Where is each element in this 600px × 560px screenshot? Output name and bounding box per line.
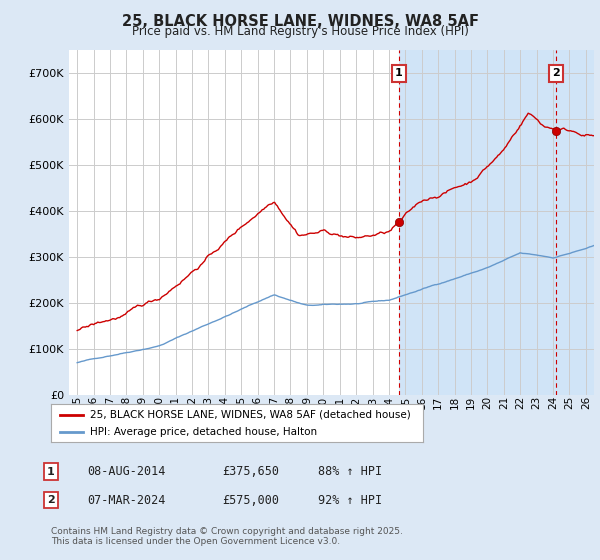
Text: £375,650: £375,650 bbox=[222, 465, 279, 478]
Text: 92% ↑ HPI: 92% ↑ HPI bbox=[318, 493, 382, 507]
Text: 88% ↑ HPI: 88% ↑ HPI bbox=[318, 465, 382, 478]
Text: 2: 2 bbox=[47, 495, 55, 505]
Text: 25, BLACK HORSE LANE, WIDNES, WA8 5AF: 25, BLACK HORSE LANE, WIDNES, WA8 5AF bbox=[121, 14, 479, 29]
Text: Price paid vs. HM Land Registry's House Price Index (HPI): Price paid vs. HM Land Registry's House … bbox=[131, 25, 469, 38]
Text: 07-MAR-2024: 07-MAR-2024 bbox=[87, 493, 166, 507]
Bar bbox=[399, 50, 556, 395]
Text: Contains HM Land Registry data © Crown copyright and database right 2025.
This d: Contains HM Land Registry data © Crown c… bbox=[51, 526, 403, 546]
Text: £575,000: £575,000 bbox=[222, 493, 279, 507]
Text: 08-AUG-2014: 08-AUG-2014 bbox=[87, 465, 166, 478]
Text: HPI: Average price, detached house, Halton: HPI: Average price, detached house, Halt… bbox=[90, 427, 317, 437]
Text: 1: 1 bbox=[395, 68, 403, 78]
Bar bbox=[556, 50, 594, 395]
Text: 25, BLACK HORSE LANE, WIDNES, WA8 5AF (detached house): 25, BLACK HORSE LANE, WIDNES, WA8 5AF (d… bbox=[90, 410, 411, 420]
Text: 1: 1 bbox=[47, 466, 55, 477]
Text: 2: 2 bbox=[552, 68, 560, 78]
